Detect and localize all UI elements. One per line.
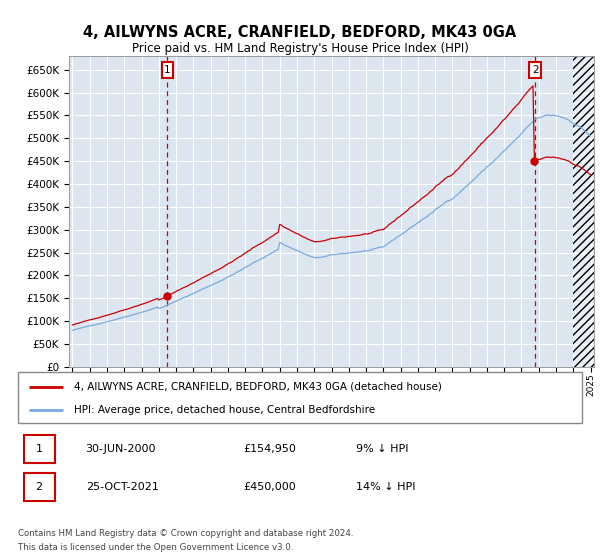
Text: This data is licensed under the Open Government Licence v3.0.: This data is licensed under the Open Gov… (18, 543, 293, 552)
FancyBboxPatch shape (18, 372, 582, 423)
Text: 4, AILWYNS ACRE, CRANFIELD, BEDFORD, MK43 0GA (detached house): 4, AILWYNS ACRE, CRANFIELD, BEDFORD, MK4… (74, 381, 442, 391)
Text: 30-JUN-2000: 30-JUN-2000 (86, 444, 156, 454)
Text: £450,000: £450,000 (244, 482, 296, 492)
FancyBboxPatch shape (23, 435, 55, 463)
Text: 4, AILWYNS ACRE, CRANFIELD, BEDFORD, MK43 0GA: 4, AILWYNS ACRE, CRANFIELD, BEDFORD, MK4… (83, 25, 517, 40)
Text: £154,950: £154,950 (244, 444, 296, 454)
Text: Price paid vs. HM Land Registry's House Price Index (HPI): Price paid vs. HM Land Registry's House … (131, 42, 469, 55)
Text: 1: 1 (164, 65, 171, 75)
Text: Contains HM Land Registry data © Crown copyright and database right 2024.: Contains HM Land Registry data © Crown c… (18, 529, 353, 538)
FancyBboxPatch shape (23, 473, 55, 502)
Text: 1: 1 (35, 444, 43, 454)
Text: 2: 2 (35, 482, 43, 492)
Text: 14% ↓ HPI: 14% ↓ HPI (356, 482, 416, 492)
Text: HPI: Average price, detached house, Central Bedfordshire: HPI: Average price, detached house, Cent… (74, 405, 376, 415)
Text: 25-OCT-2021: 25-OCT-2021 (86, 482, 158, 492)
Text: 2: 2 (532, 65, 538, 75)
Text: 9% ↓ HPI: 9% ↓ HPI (356, 444, 409, 454)
